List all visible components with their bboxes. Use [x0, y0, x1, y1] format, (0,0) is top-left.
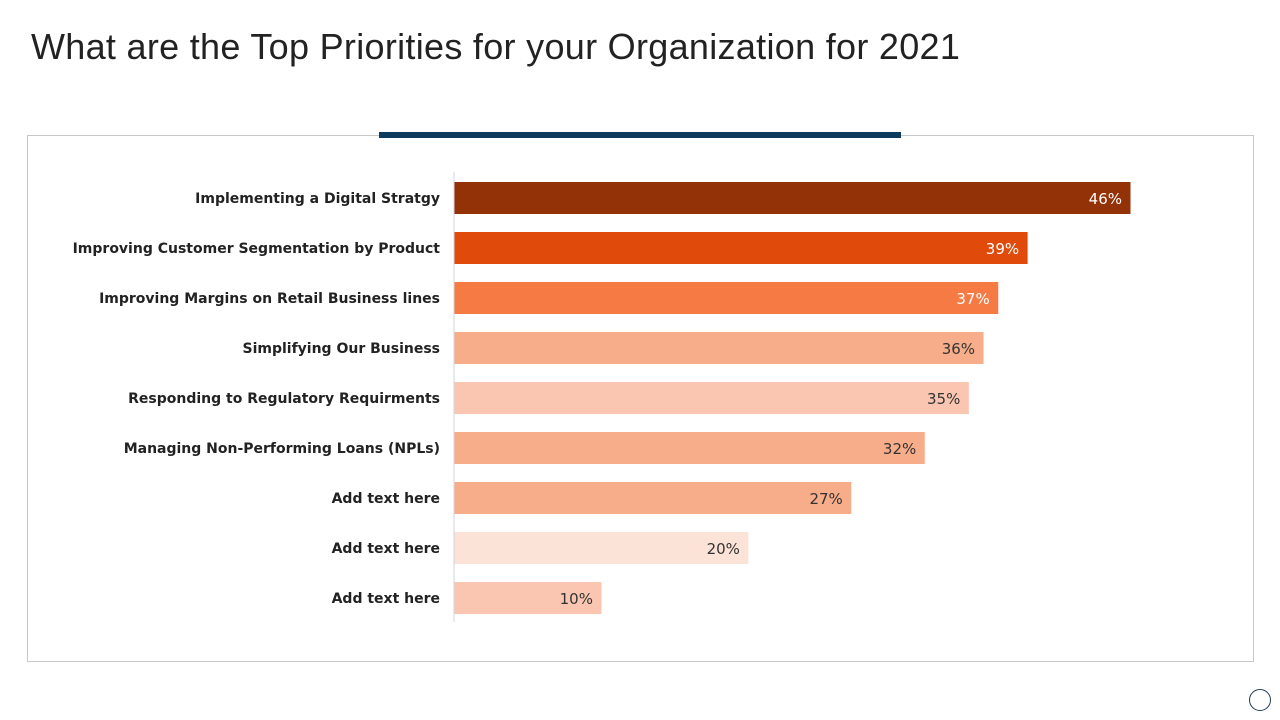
category-label: Responding to Regulatory Requirments — [128, 391, 440, 407]
bar — [454, 432, 925, 464]
category-label: Simplifying Our Business — [242, 341, 440, 357]
bar — [454, 532, 749, 564]
category-label: Improving Margins on Retail Business lin… — [99, 291, 440, 307]
bar — [454, 182, 1131, 214]
value-label: 46% — [1089, 190, 1122, 208]
value-label: 10% — [560, 590, 593, 608]
bar — [454, 282, 999, 314]
category-label: Managing Non-Performing Loans (NPLs) — [124, 441, 440, 457]
category-label: Add text here — [332, 541, 440, 557]
value-label: 37% — [956, 290, 989, 308]
value-label: 27% — [809, 490, 842, 508]
value-label: 32% — [883, 440, 916, 458]
category-label: Implementing a Digital Stratgy — [195, 191, 440, 207]
bar — [454, 232, 1028, 264]
bar — [454, 582, 602, 614]
value-label: 39% — [986, 240, 1019, 258]
bar — [454, 482, 852, 514]
page-title: What are the Top Priorities for your Org… — [31, 26, 961, 67]
value-label: 20% — [707, 540, 740, 558]
value-label: 35% — [927, 390, 960, 408]
category-label: Add text here — [332, 491, 440, 507]
bar — [454, 382, 969, 414]
category-label: Improving Customer Segmentation by Produ… — [73, 241, 441, 257]
circle-icon — [1249, 689, 1271, 711]
bar — [454, 332, 984, 364]
category-label: Add text here — [332, 591, 440, 607]
value-label: 36% — [942, 340, 975, 358]
accent-bar — [379, 132, 901, 138]
